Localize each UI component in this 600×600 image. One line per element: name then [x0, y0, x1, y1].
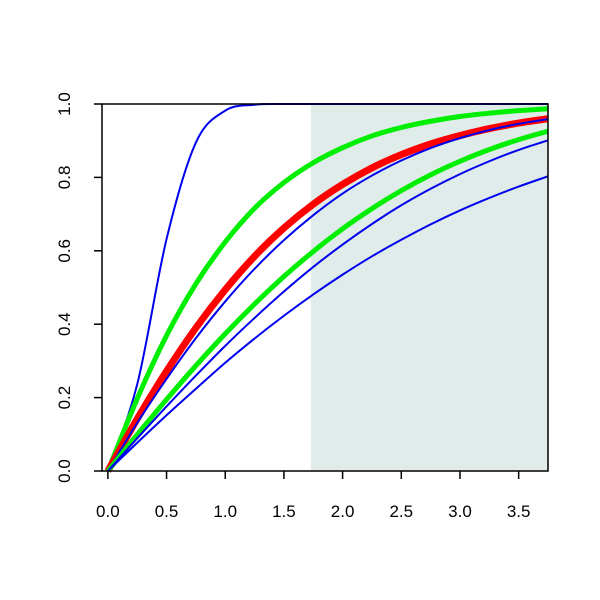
series-line-7: [107, 175, 548, 472]
x-tick-label: 2.5: [389, 502, 413, 521]
x-tick-label: 0.0: [96, 502, 120, 521]
shaded-region: [310, 104, 548, 471]
y-tick-label: 0.6: [55, 239, 74, 263]
x-tick-label: 2.0: [331, 502, 355, 521]
plot-frame: [101, 103, 549, 472]
series-line-2: [105, 106, 548, 472]
x-tick-label: 3.5: [507, 502, 531, 521]
shaded-region-layer: [310, 104, 548, 471]
y-tick-label: 0.0: [55, 459, 74, 483]
series-line-3: [104, 115, 548, 473]
x-tick-label: 0.5: [155, 502, 179, 521]
y-tick-label: 0.8: [55, 166, 74, 190]
y-tick-label: 1.0: [55, 92, 74, 116]
series-line-6: [107, 139, 548, 472]
x-tick-label: 1.5: [272, 502, 296, 521]
axes-layer: 0.0 0.5 1.0 1.5 2.0 2.5 3.0 3.5 0.0 0.2 0.4 0.6 0.8 1…: [55, 92, 549, 521]
x-tick-label: 3.0: [448, 502, 472, 521]
y-tick-label: 0.2: [55, 386, 74, 410]
x-tick-label: 1.0: [213, 502, 237, 521]
series-layer: [104, 102, 548, 473]
series-line-5: [105, 128, 548, 473]
y-tick-label: 0.4: [55, 312, 74, 336]
series-line-4: [107, 118, 548, 472]
